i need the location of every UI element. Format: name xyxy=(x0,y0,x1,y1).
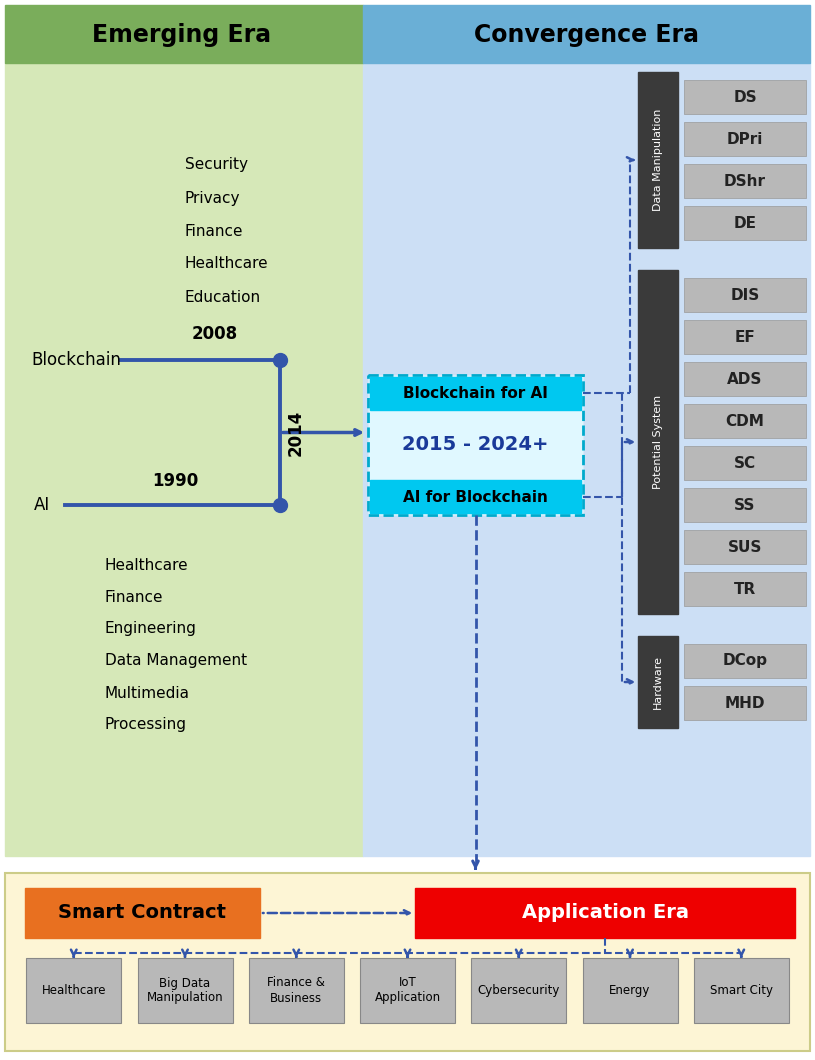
Text: Blockchain: Blockchain xyxy=(31,351,121,369)
Text: Big Data
Manipulation: Big Data Manipulation xyxy=(147,976,223,1005)
FancyBboxPatch shape xyxy=(360,958,455,1023)
Text: DShr: DShr xyxy=(724,174,766,189)
Text: Healthcare: Healthcare xyxy=(42,984,106,997)
FancyBboxPatch shape xyxy=(638,270,678,614)
Text: Finance &
Business: Finance & Business xyxy=(267,976,325,1005)
FancyBboxPatch shape xyxy=(370,377,581,410)
FancyBboxPatch shape xyxy=(368,375,583,515)
Text: 2015 - 2024+: 2015 - 2024+ xyxy=(403,436,548,455)
FancyBboxPatch shape xyxy=(249,958,344,1023)
Text: Finance: Finance xyxy=(185,224,244,238)
Text: AI: AI xyxy=(34,496,51,514)
Text: AI for Blockchain: AI for Blockchain xyxy=(403,490,548,505)
FancyBboxPatch shape xyxy=(684,164,806,198)
FancyBboxPatch shape xyxy=(684,278,806,312)
FancyBboxPatch shape xyxy=(638,72,678,248)
FancyBboxPatch shape xyxy=(583,958,677,1023)
Text: Energy: Energy xyxy=(610,984,650,997)
Text: Cybersecurity: Cybersecurity xyxy=(478,984,560,997)
Text: Data Manipulation: Data Manipulation xyxy=(653,109,663,211)
FancyBboxPatch shape xyxy=(684,320,806,354)
FancyBboxPatch shape xyxy=(5,873,810,1052)
FancyBboxPatch shape xyxy=(471,958,566,1023)
Text: CDM: CDM xyxy=(725,413,764,428)
Text: EF: EF xyxy=(734,330,756,345)
Text: Processing: Processing xyxy=(105,718,187,732)
Text: Healthcare: Healthcare xyxy=(185,257,269,271)
FancyBboxPatch shape xyxy=(684,572,806,606)
FancyBboxPatch shape xyxy=(684,530,806,564)
FancyBboxPatch shape xyxy=(684,404,806,438)
Text: SUS: SUS xyxy=(728,540,762,554)
Text: DCop: DCop xyxy=(723,654,768,669)
FancyBboxPatch shape xyxy=(684,644,806,678)
Text: ADS: ADS xyxy=(727,371,763,387)
Text: DE: DE xyxy=(734,215,756,230)
Text: Multimedia: Multimedia xyxy=(105,686,190,701)
Text: IoT
Application: IoT Application xyxy=(374,976,441,1005)
Text: Smart City: Smart City xyxy=(710,984,773,997)
Text: Engineering: Engineering xyxy=(105,621,197,636)
Text: Education: Education xyxy=(185,289,261,304)
Text: Healthcare: Healthcare xyxy=(105,558,188,572)
FancyBboxPatch shape xyxy=(638,636,678,728)
FancyBboxPatch shape xyxy=(138,958,232,1023)
FancyBboxPatch shape xyxy=(684,80,806,114)
Text: Privacy: Privacy xyxy=(185,191,240,206)
FancyBboxPatch shape xyxy=(694,958,789,1023)
Text: Convergence Era: Convergence Era xyxy=(474,23,698,47)
Text: 1990: 1990 xyxy=(152,472,198,490)
FancyBboxPatch shape xyxy=(5,5,363,63)
Text: SS: SS xyxy=(734,497,756,512)
Text: SC: SC xyxy=(734,456,756,471)
Text: DS: DS xyxy=(734,89,757,105)
Text: TR: TR xyxy=(734,582,756,597)
Text: Hardware: Hardware xyxy=(653,655,663,709)
FancyBboxPatch shape xyxy=(25,888,260,938)
FancyBboxPatch shape xyxy=(363,5,810,63)
Text: Security: Security xyxy=(185,158,248,173)
Text: Potential System: Potential System xyxy=(653,395,663,489)
Text: Application Era: Application Era xyxy=(522,903,689,922)
FancyBboxPatch shape xyxy=(684,122,806,156)
FancyBboxPatch shape xyxy=(684,206,806,240)
FancyBboxPatch shape xyxy=(363,63,810,856)
FancyBboxPatch shape xyxy=(5,63,363,856)
FancyBboxPatch shape xyxy=(370,480,581,513)
FancyBboxPatch shape xyxy=(684,363,806,396)
Text: Emerging Era: Emerging Era xyxy=(92,23,271,47)
FancyBboxPatch shape xyxy=(684,446,806,480)
FancyBboxPatch shape xyxy=(684,488,806,522)
Text: 2014: 2014 xyxy=(287,409,305,456)
Text: MHD: MHD xyxy=(725,695,765,710)
FancyBboxPatch shape xyxy=(26,958,121,1023)
Text: Smart Contract: Smart Contract xyxy=(59,903,227,922)
Text: Blockchain for AI: Blockchain for AI xyxy=(403,386,548,401)
Text: Finance: Finance xyxy=(105,589,164,604)
Text: Data Management: Data Management xyxy=(105,654,247,669)
Text: 2008: 2008 xyxy=(192,325,238,343)
Text: DPri: DPri xyxy=(727,131,763,146)
FancyBboxPatch shape xyxy=(415,888,795,938)
Text: DIS: DIS xyxy=(730,287,760,302)
FancyBboxPatch shape xyxy=(684,686,806,720)
